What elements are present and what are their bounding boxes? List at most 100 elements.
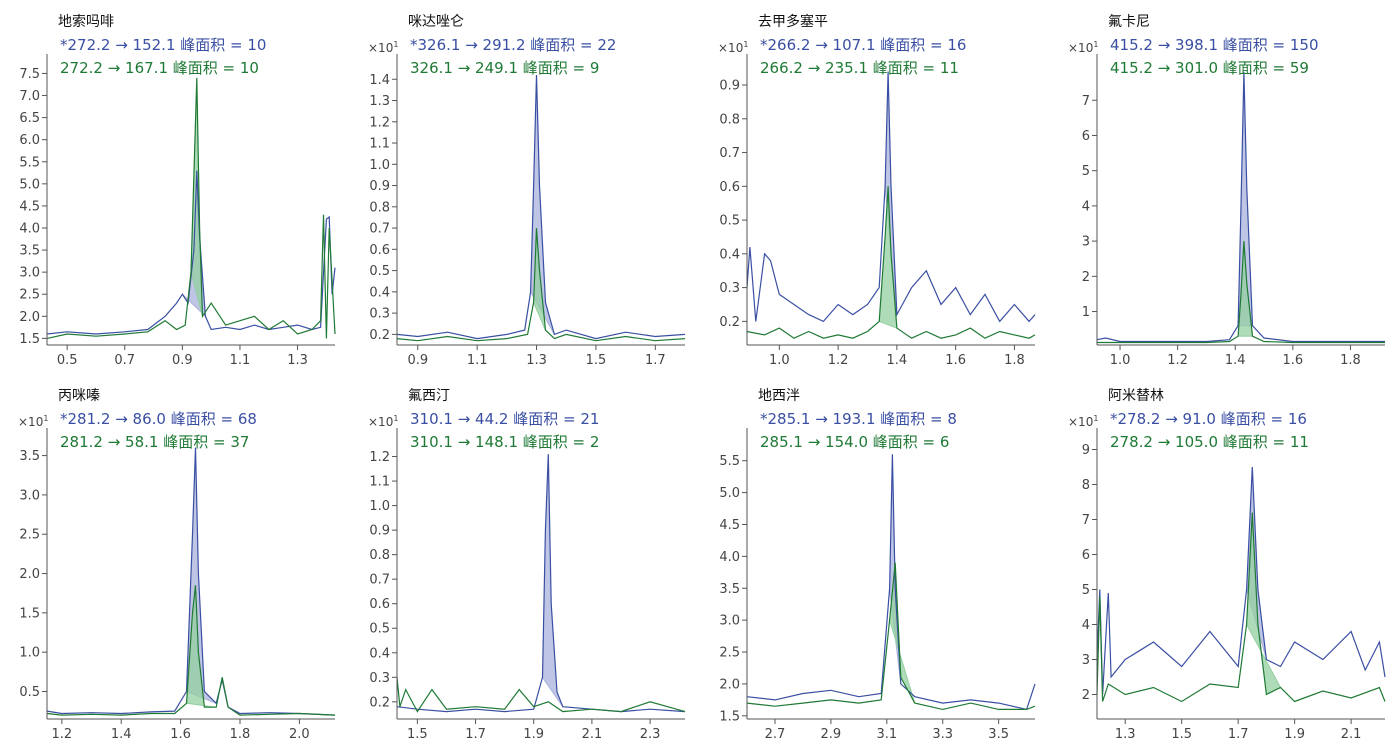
y-tick-label: 1.5 (19, 606, 40, 621)
trace2-line (1096, 512, 1386, 703)
peak-area-fill-trace2 (191, 77, 203, 317)
peak-area-fill-trace2 (1246, 512, 1281, 695)
y-tick-label: 0.2 (369, 695, 390, 710)
peak-area-fill-trace2-baseline (533, 302, 546, 331)
x-tick-label: 1.6 (1282, 353, 1303, 368)
x-tick-label: 1.8 (1340, 353, 1361, 368)
y-tick-label: 3 (1082, 235, 1090, 250)
y-tick-label: 1.2 (369, 115, 390, 130)
y-tick-label: 4.5 (19, 199, 40, 214)
x-tick-label: 2.1 (1341, 727, 1362, 742)
x-tick-label: 1.5 (586, 353, 607, 368)
trace2-line (746, 562, 1036, 711)
y-tick-label: 4.0 (719, 550, 740, 565)
x-tick-label: 0.7 (114, 353, 135, 368)
y-tick-label: 0.2 (369, 328, 390, 343)
y-tick-label: 0.9 (719, 79, 740, 94)
scale-factor-exponent: 1 (1093, 40, 1099, 49)
x-tick-label: 2.7 (765, 727, 786, 742)
y-tick-label: 3.5 (719, 582, 740, 597)
chromatogram-panel: 2.7 2.9 3.1 3.3 3.5 1.5 2.0 2.5 3.0 3.5 4.0 4.5 5.0 5… (700, 374, 1050, 748)
scale-factor-label: ×101 (1068, 414, 1098, 429)
scale-factor-label: ×101 (368, 40, 398, 55)
peak-area-fill-trace1 (542, 454, 563, 707)
y-tick-label: 0.5 (719, 214, 740, 229)
x-tick-label: 1.7 (645, 353, 666, 368)
trace2-label: 278.2 → 105.0 峰面积 = 11 (1110, 433, 1309, 451)
panel-title: 丙咪嗪 (58, 388, 100, 404)
y-tick-label: 7.0 (19, 89, 40, 104)
y-tick-label: 0.5 (369, 264, 390, 279)
y-tick-label: 9 (1082, 443, 1090, 458)
y-tick-label: 2.5 (19, 528, 40, 543)
y-tick-label: 4 (1082, 618, 1090, 633)
y-tick-label: 0.7 (719, 146, 740, 161)
trace1-label: 415.2 → 398.1 峰面积 = 150 (1110, 36, 1319, 54)
trace2-line (396, 677, 686, 713)
y-tick-label: 5.0 (719, 486, 740, 501)
y-tick-label: 6.5 (19, 111, 40, 126)
y-tick-label: 7.5 (19, 67, 40, 82)
y-tick-label: 0.6 (369, 243, 390, 258)
trace2-line (46, 77, 336, 339)
x-tick-label: 0.9 (172, 353, 193, 368)
peak-area-fill-trace2-baseline (1246, 624, 1281, 688)
peak-area-fill-trace1 (889, 454, 901, 684)
x-tick-label: 0.5 (57, 353, 78, 368)
chromatogram-plot: 0.9 1.1 1.3 1.5 1.7 0.2 0.3 0.4 0.5 0.6 0.7 0.8 0.9 1… (369, 54, 686, 368)
chromatogram-plot: 1.2 1.4 1.6 1.8 2.0 0.5 1.0 1.5 2.0 2.5 3.0 3.5 (19, 428, 336, 742)
trace2-label: 285.1 → 154.0 峰面积 = 6 (760, 433, 950, 451)
y-tick-label: 4.5 (719, 518, 740, 533)
trace1-label: *281.2 → 86.0 峰面积 = 68 (60, 410, 257, 428)
trace1-line (46, 170, 336, 335)
y-tick-label: 1.4 (369, 73, 390, 88)
x-tick-label: 1.0 (1110, 353, 1131, 368)
x-tick-label: 1.4 (111, 727, 132, 742)
x-tick-label: 1.4 (887, 353, 908, 368)
trace2-label: 310.1 → 148.1 峰面积 = 2 (410, 433, 600, 451)
y-tick-label: 0.2 (719, 315, 740, 330)
x-tick-label: 0.9 (407, 353, 428, 368)
trace1-line (1096, 72, 1385, 343)
trace1-label: *285.1 → 193.1 峰面积 = 8 (760, 410, 957, 428)
panel-title: 氟西汀 (408, 388, 450, 404)
scale-factor-exponent: 1 (1093, 414, 1099, 423)
trace1-label: *266.2 → 107.1 峰面积 = 16 (760, 36, 967, 54)
trace1-label: 310.1 → 44.2 峰面积 = 21 (410, 410, 600, 428)
y-tick-label: 2 (1082, 688, 1090, 703)
x-tick-label: 2.1 (582, 727, 603, 742)
y-tick-label: 0.6 (369, 597, 390, 612)
chromatogram-panel: 1.3 1.5 1.7 1.9 2.1 2 3 4 5 6 7 8 9 阿米替林 *278.2 → 91.0… (1050, 374, 1400, 748)
trace2-line (1097, 241, 1385, 344)
y-tick-label: 1.0 (369, 158, 390, 173)
y-tick-label: 2.5 (19, 288, 40, 303)
trace1-label: *272.2 → 152.1 峰面积 = 10 (60, 36, 267, 54)
chromatogram-panel: 1.0 1.2 1.4 1.6 1.8 0.2 0.3 0.4 0.5 0.6 0.7 0.8 0.9 去… (700, 0, 1050, 374)
trace1-line (396, 74, 686, 340)
y-tick-label: 0.9 (369, 524, 390, 539)
scale-factor-label: ×101 (718, 40, 748, 55)
x-tick-label: 1.6 (170, 727, 191, 742)
y-tick-label: 0.7 (369, 222, 390, 237)
x-tick-label: 1.2 (1167, 353, 1188, 368)
y-tick-label: 7 (1082, 513, 1090, 528)
chromatogram-plot: 2.7 2.9 3.1 3.3 3.5 1.5 2.0 2.5 3.0 3.5 4.0 4.5 5.0 5… (719, 428, 1036, 742)
x-tick-label: 1.3 (526, 353, 547, 368)
y-tick-label: 6 (1082, 129, 1090, 144)
panel-title: 地索吗啡 (58, 14, 114, 30)
y-tick-label: 1.1 (369, 137, 390, 152)
y-tick-label: 1.1 (369, 475, 390, 490)
trace1-line (46, 447, 336, 716)
peak-area-fill-trace2-baseline (186, 702, 217, 708)
chromatogram-panel: 1.0 1.2 1.4 1.6 1.8 1 2 3 4 5 6 7 氟卡尼 415.2 → 398.1 峰… (1050, 0, 1400, 374)
y-tick-label: 0.5 (19, 685, 40, 700)
trace2-line (746, 186, 1036, 339)
y-tick-label: 2.0 (19, 310, 40, 325)
peak-area-fill-trace2-baseline (879, 320, 898, 329)
y-tick-label: 0.3 (719, 281, 740, 296)
y-tick-label: 4 (1082, 199, 1090, 214)
y-tick-label: 0.6 (719, 180, 740, 195)
trace1-line (746, 71, 1036, 323)
y-tick-label: 1 (1082, 305, 1090, 320)
y-tick-label: 6 (1082, 548, 1090, 563)
